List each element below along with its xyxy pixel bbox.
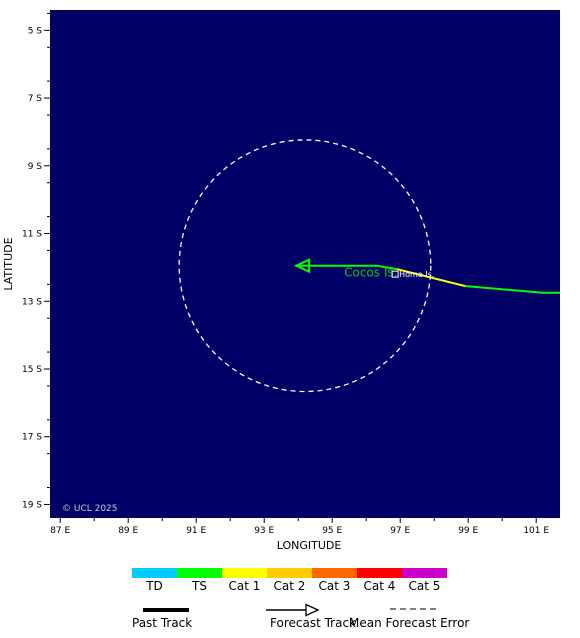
intensity-legend: TD TS Cat 1 Cat 2 Cat 3 Cat 4 Cat 5 <box>132 568 447 593</box>
mean-forecast-error-circle <box>178 139 432 393</box>
past-track-label: Past Track <box>132 616 192 630</box>
legend-category-label: Cat 4 <box>364 579 396 593</box>
lat-tick-label: 17 S <box>22 433 42 443</box>
legend-category-label: Cat 2 <box>274 579 306 593</box>
mean-error-legend: Mean Forecast Error <box>349 608 469 630</box>
lon-tick-label: 95 E <box>322 526 342 536</box>
lat-tick-label: 9 S <box>28 162 43 172</box>
watermark: © UCL 2025 <box>62 504 118 514</box>
past-track-legend: Past Track <box>132 608 192 630</box>
lat-tick-label: 15 S <box>22 365 42 375</box>
forecast-arrowhead-icon <box>305 603 320 617</box>
past-track-cat1-segment <box>396 268 466 287</box>
place-label-home-island: Home Is. <box>399 270 434 279</box>
lon-tick-label: 97 E <box>390 526 410 536</box>
town-marker-icon <box>391 270 399 278</box>
longitude-ticks: 87 E 89 E 91 E 93 E 95 E 97 E 99 E 101 E <box>50 518 549 536</box>
lat-tick-label: 13 S <box>22 297 42 307</box>
lon-tick-label: 89 E <box>118 526 138 536</box>
lon-tick-label: 93 E <box>254 526 274 536</box>
lat-tick-label: 7 S <box>28 94 43 104</box>
mean-error-label: Mean Forecast Error <box>349 616 469 630</box>
forecast-arrowhead-icon <box>293 258 311 274</box>
lon-tick-label: 87 E <box>50 526 70 536</box>
legend-swatch-cat-4 <box>357 568 402 578</box>
legend-swatch-cat-2 <box>267 568 312 578</box>
legend-category-label: Cat 5 <box>409 579 441 593</box>
lon-tick-label: 91 E <box>186 526 206 536</box>
legend-swatch-td <box>132 568 177 578</box>
legend-swatch-cat-5 <box>402 568 447 578</box>
y-axis-title: LATITUDE <box>2 237 15 290</box>
forecast-track-line <box>298 264 397 271</box>
lon-tick-label: 99 E <box>458 526 478 536</box>
lat-tick-label: 19 S <box>22 500 42 510</box>
forecast-track-label: Forecast Track <box>270 616 356 630</box>
legend-swatch-cat-3 <box>312 568 357 578</box>
track-layer: Cocos Is. Home Is. <box>178 139 560 393</box>
legend-swatch-cat-1 <box>222 568 267 578</box>
x-axis-title: LONGITUDE <box>277 539 342 552</box>
lat-tick-label: 5 S <box>28 26 43 36</box>
legend-category-label: TS <box>191 579 207 593</box>
latitude-ticks: 5 S 7 S 9 S 11 S 13 S 15 S 17 S 19 S <box>22 12 50 510</box>
lat-tick-label: 11 S <box>22 230 42 240</box>
legend-swatch-ts <box>177 568 222 578</box>
legend-category-label: TD <box>145 579 163 593</box>
legend-category-label: Cat 1 <box>229 579 261 593</box>
map-background <box>50 10 560 518</box>
past-track-ts-segment <box>464 285 560 294</box>
lon-tick-label: 101 E <box>523 526 549 536</box>
place-label-cocos-islands: Cocos Is. <box>344 265 397 279</box>
forecast-track-legend: Forecast Track <box>266 603 356 630</box>
legend-category-label: Cat 3 <box>319 579 351 593</box>
